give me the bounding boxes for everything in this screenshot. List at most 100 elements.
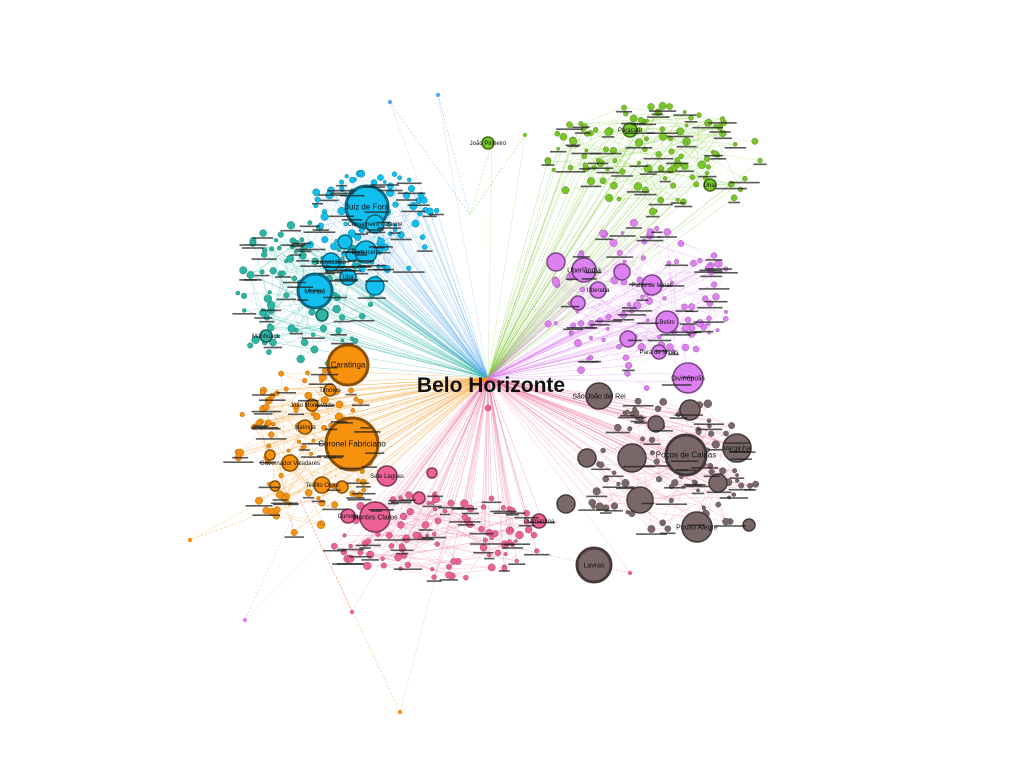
graph-node <box>348 387 354 394</box>
node-label-mark <box>259 461 276 464</box>
graph-node <box>696 429 702 436</box>
graph-node <box>679 399 701 421</box>
edge <box>324 377 489 401</box>
edge <box>362 315 489 379</box>
graph-node <box>431 574 437 580</box>
node-label-mark <box>622 369 635 372</box>
graph-node <box>710 252 718 259</box>
edge <box>272 395 285 499</box>
graph-node <box>747 482 753 489</box>
graph-node <box>291 275 298 282</box>
edge <box>258 453 331 501</box>
node-label-mark <box>508 563 526 565</box>
graph-node <box>657 334 662 340</box>
graph-node <box>442 508 448 514</box>
node-label-mark <box>451 508 478 510</box>
edge <box>487 319 689 379</box>
node-label-mark <box>595 320 623 323</box>
graph-node <box>269 338 277 347</box>
graph-node <box>277 231 284 238</box>
graph-node <box>666 343 674 351</box>
city-label: Patos de Minas <box>631 283 672 289</box>
edge <box>487 358 589 379</box>
graph-node <box>310 345 319 354</box>
edge <box>580 107 625 124</box>
graph-node <box>302 378 308 384</box>
node-label-mark <box>724 147 746 149</box>
node-label-mark <box>679 323 697 325</box>
edge <box>342 258 489 379</box>
node-label-mark <box>668 353 679 356</box>
edge <box>378 266 489 379</box>
edge <box>351 248 489 379</box>
node-label-mark <box>396 182 422 185</box>
graph-node <box>187 537 193 543</box>
graph-node <box>599 177 607 185</box>
node-label-mark <box>312 260 333 263</box>
graph-node <box>353 396 359 402</box>
graph-node <box>350 408 356 413</box>
node-label-mark <box>350 319 375 322</box>
graph-node <box>587 177 596 186</box>
edge <box>637 401 653 440</box>
graph-node <box>658 102 667 110</box>
node-label-mark <box>245 505 273 507</box>
graph-node <box>263 294 272 303</box>
node-label-mark <box>367 269 390 271</box>
graph-node <box>487 552 492 558</box>
node-label-mark <box>301 337 325 339</box>
edge <box>580 255 689 320</box>
graph-node <box>321 236 329 244</box>
edge <box>647 497 730 499</box>
node-label-mark <box>586 495 608 498</box>
graph-node <box>398 495 403 500</box>
node-label-mark <box>322 508 348 511</box>
graph-node <box>612 158 618 164</box>
edge <box>338 330 489 379</box>
edge <box>487 377 492 499</box>
graph-node <box>482 537 488 543</box>
node-label-mark <box>280 229 301 232</box>
graph-node <box>722 517 730 526</box>
edge <box>406 538 453 577</box>
edge <box>376 507 486 541</box>
edge <box>487 118 723 379</box>
edge <box>267 461 320 487</box>
node-label-mark <box>563 328 584 331</box>
edge <box>410 511 454 562</box>
edge <box>487 377 716 445</box>
node-label-mark <box>484 557 495 560</box>
node-label-mark <box>674 205 693 208</box>
graph-node <box>711 281 718 288</box>
node-label-mark <box>377 227 401 229</box>
edge <box>487 284 715 379</box>
graph-node <box>433 207 440 214</box>
node-label-mark <box>418 529 433 531</box>
edge <box>598 408 659 465</box>
node-label-mark <box>318 194 344 196</box>
city-label: São João del Rei <box>572 393 626 400</box>
node-label-mark <box>714 525 746 527</box>
node-label-mark <box>359 547 371 549</box>
graph-node <box>674 259 680 265</box>
node-label-mark <box>327 189 357 192</box>
graph-node <box>677 240 685 247</box>
graph-node <box>668 498 674 504</box>
edge <box>573 141 678 200</box>
graph-node <box>708 468 715 476</box>
node-label-mark <box>403 538 435 541</box>
edge <box>333 267 489 379</box>
edge <box>667 231 677 383</box>
edge <box>487 377 653 441</box>
edge <box>487 377 513 545</box>
node-label-mark <box>694 271 724 273</box>
graph-node <box>319 324 328 333</box>
city-node <box>281 454 299 472</box>
city-label: João Monlevade <box>290 403 335 409</box>
node-label-mark <box>639 173 657 175</box>
node-label-mark <box>674 414 703 416</box>
graph-node <box>582 162 588 168</box>
node-label-mark <box>241 247 264 249</box>
edge <box>252 242 489 379</box>
node-label-mark <box>730 458 752 460</box>
